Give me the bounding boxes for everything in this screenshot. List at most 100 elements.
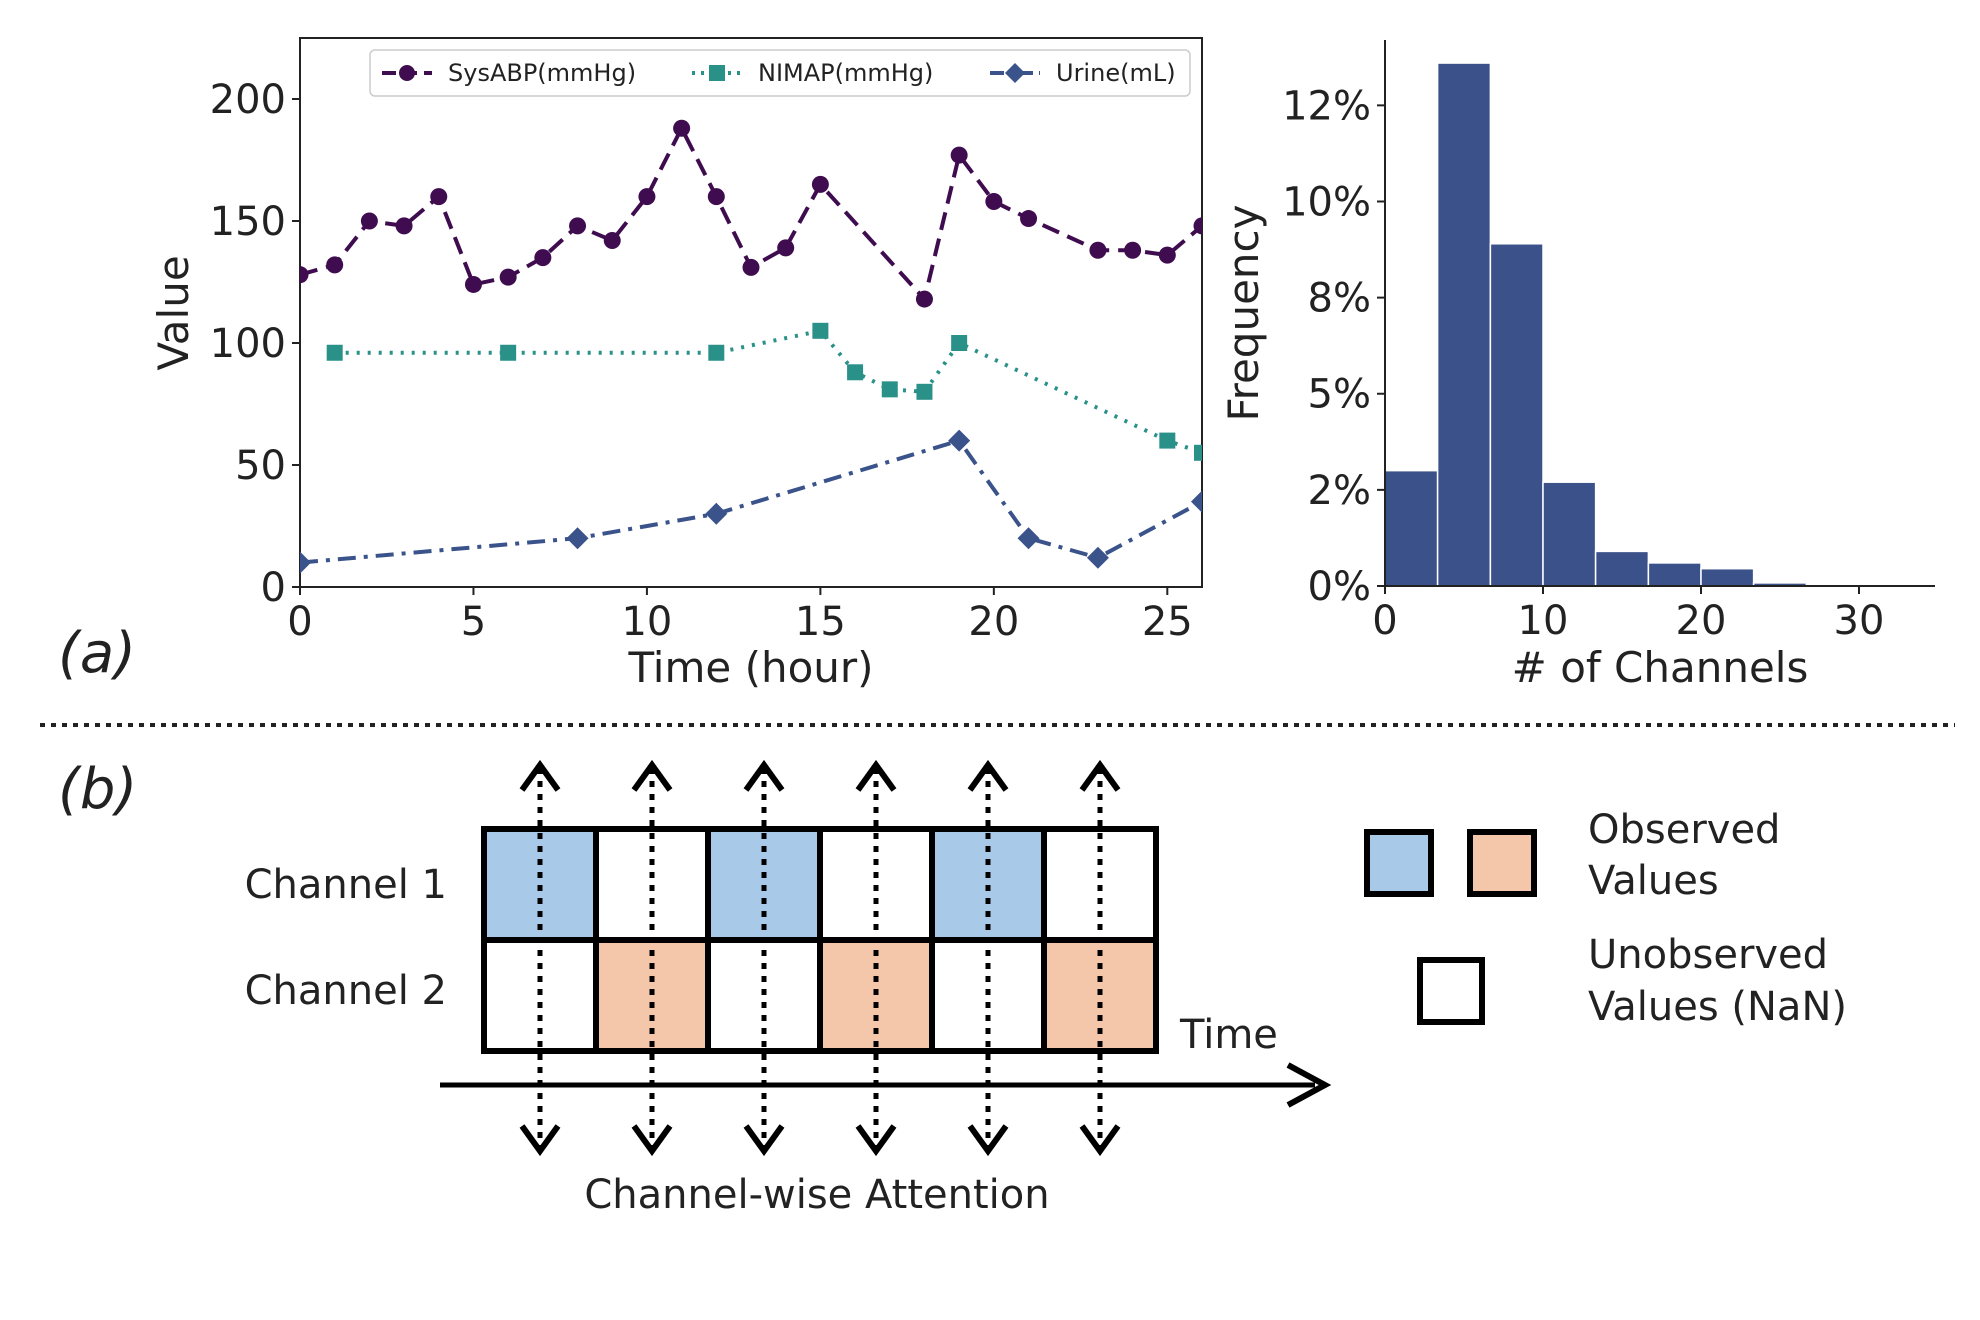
data-point-urine (1017, 527, 1040, 550)
histogram-bar (1384, 469, 1439, 587)
line-x-tick-label: 5 (461, 599, 486, 645)
data-point-sysabp (1124, 241, 1142, 259)
data-point-urine (1191, 490, 1202, 513)
panel-label-a: (a) (58, 621, 136, 686)
hist-x-tick-label: 10 (1518, 598, 1569, 644)
data-point-nimap (1159, 432, 1176, 449)
hist-y-tick-label: 12% (1282, 83, 1371, 129)
histogram-bar (1647, 562, 1702, 587)
time-label: Time (1179, 1012, 1278, 1058)
channel-1-cell (705, 826, 823, 943)
line-legend: SysABP(mmHg) NIMAP(mmHg) Urine(mL) (369, 49, 1191, 97)
line-series (300, 119, 1202, 574)
line-x-tick-label: 15 (795, 599, 846, 645)
histogram-bars (1384, 62, 1913, 587)
attention-arrow (631, 759, 673, 1157)
legend-unobserved-line2: Values (NaN) (1588, 984, 1847, 1030)
data-point-sysabp (673, 119, 691, 137)
attention-arrow (967, 759, 1009, 1157)
hist-y-tick-label: 8% (1308, 276, 1371, 322)
data-point-urine (948, 429, 971, 452)
data-point-nimap (326, 344, 343, 361)
histogram-bar (1594, 550, 1650, 587)
data-point-nimap (1194, 444, 1202, 461)
channel-grid (481, 826, 1159, 1054)
series-line-urine (300, 438, 1202, 565)
data-point-sysabp (360, 212, 378, 230)
legend-nimap-marker (709, 65, 725, 81)
data-point-nimap (708, 344, 725, 361)
channel-1-cell (1041, 826, 1159, 943)
hist-x-axis-label: # of Channels (1512, 643, 1809, 692)
data-point-nimap (881, 381, 898, 398)
data-point-sysabp (1158, 246, 1176, 264)
channel-1-cell (593, 826, 711, 943)
channel-1-cell (817, 826, 935, 943)
line-y-ticks: 0 50 100 150 200 (210, 77, 300, 611)
legend-nimap-label: NIMAP(mmHg) (758, 59, 933, 87)
channel-2-cell (817, 937, 935, 1054)
channel-2-cell (705, 937, 823, 1054)
data-point-nimap (847, 364, 864, 381)
attention-arrow (855, 759, 897, 1157)
channel-1-cell (481, 826, 599, 943)
hist-y-ticks: 0% 2% 5% 8% 10% 12% (1282, 83, 1385, 610)
line-y-tick-label: 0 (261, 565, 286, 611)
data-point-sysabp (603, 232, 621, 250)
line-plot-frame (299, 37, 1203, 588)
data-point-sysabp (300, 266, 309, 284)
observed-blue-swatch (1364, 829, 1434, 897)
hist-y-tick-label: 2% (1308, 468, 1371, 514)
hist-y-tick-label: 5% (1308, 372, 1371, 418)
hist-x-ticks: 0 10 20 30 (1372, 586, 1884, 644)
hist-y-tick-label: 0% (1308, 564, 1371, 610)
data-point-sysabp (395, 217, 413, 235)
attention-arrow (743, 759, 785, 1157)
hist-y-axis-label: Frequency (1219, 205, 1268, 422)
channel-2-cell (1041, 937, 1159, 1054)
observed-orange-swatch (1467, 829, 1537, 897)
data-point-urine (566, 527, 589, 550)
legend-urine-label: Urine(mL) (1056, 59, 1176, 87)
hist-y-tick-label: 10% (1282, 179, 1371, 225)
channel-2-cell (929, 937, 1047, 1054)
legend-observed-line2: Values (1588, 858, 1719, 904)
unobserved-swatch (1417, 957, 1485, 1025)
legend-sysabp-marker (399, 65, 415, 81)
data-point-sysabp (534, 249, 552, 267)
data-point-urine (1086, 546, 1109, 569)
histogram-bar (1489, 243, 1544, 587)
channel-2-cell (593, 937, 711, 1054)
line-x-tick-label: 20 (968, 599, 1019, 645)
attention-arrows (519, 759, 1121, 1157)
line-x-tick-label: 10 (621, 599, 672, 645)
data-point-nimap (812, 322, 829, 339)
legend-sysabp-label: SysABP(mmHg) (448, 59, 636, 87)
data-point-urine (705, 502, 728, 525)
line-x-ticks: 0 5 10 15 20 25 (287, 587, 1193, 645)
data-point-sysabp (326, 256, 344, 274)
data-point-sysabp (1020, 210, 1038, 228)
line-y-axis-label: Value (149, 255, 198, 370)
line-y-tick-label: 50 (235, 443, 286, 489)
legend-frame (369, 49, 1191, 97)
line-y-tick-label: 200 (210, 77, 286, 123)
histogram-chart: 0 10 20 30 0% 2% 5% 8% 10% 12% # of Channels Fre… (1219, 40, 1935, 692)
data-point-sysabp (569, 217, 587, 235)
line-x-axis-label: Time (hour) (627, 643, 873, 692)
data-point-nimap (916, 383, 933, 400)
attention-arrow (519, 759, 561, 1157)
data-point-sysabp (811, 175, 829, 193)
line-x-tick-label: 0 (287, 599, 312, 645)
data-point-sysabp (1193, 217, 1202, 235)
channel-1-cell (929, 826, 1047, 943)
data-point-sysabp (742, 258, 760, 276)
data-point-sysabp (464, 275, 482, 293)
line-y-tick-label: 100 (210, 321, 286, 367)
hist-x-tick-label: 30 (1834, 598, 1885, 644)
legend-unobserved-line1: Unobserved (1588, 932, 1828, 978)
data-point-nimap (951, 335, 968, 351)
channel-2-cell (481, 937, 599, 1054)
channel-diagram: Channel 1 Channel 2 Time Channel-wise At… (245, 759, 1847, 1218)
